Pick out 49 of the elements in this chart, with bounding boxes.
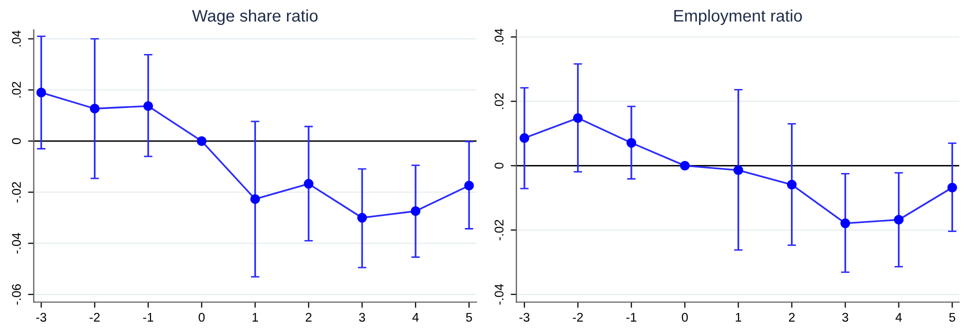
x-tick-label: 0 — [682, 312, 688, 322]
x-tick-label: 0 — [198, 312, 205, 322]
x-tick-label: 1 — [736, 312, 742, 322]
y-tick-label: -.04 — [494, 284, 504, 305]
x-tick-label: 3 — [359, 312, 366, 322]
y-tick-label: -.02 — [494, 220, 504, 240]
y-tick-label: -.04 — [12, 232, 21, 254]
x-tick-label: -1 — [143, 312, 154, 322]
y-tick-label: .04 — [494, 28, 504, 45]
x-tick-label: 4 — [896, 312, 902, 322]
point — [840, 218, 850, 228]
x-tick-label: 4 — [412, 312, 419, 322]
chart-title: Wage share ratio — [192, 9, 318, 26]
point — [464, 180, 474, 190]
point — [36, 88, 46, 98]
point — [626, 138, 636, 148]
point — [520, 133, 530, 143]
point — [680, 160, 690, 171]
chart-title: Employment ratio — [674, 9, 802, 26]
point — [196, 136, 207, 146]
x-tick-label: -2 — [90, 312, 100, 322]
x-tick-label: 1 — [252, 312, 258, 322]
x-tick-label: -2 — [572, 312, 583, 322]
y-tick-label: -.06 — [12, 284, 21, 305]
x-tick-label: -1 — [626, 312, 636, 322]
y-tick-label: .02 — [12, 82, 21, 98]
y-tick-label: -.02 — [12, 182, 21, 202]
y-tick-label: 0 — [12, 138, 21, 144]
point — [733, 165, 744, 176]
point — [410, 206, 420, 216]
point — [357, 212, 367, 223]
x-tick-label: -3 — [519, 312, 530, 322]
point — [304, 178, 314, 189]
x-tick-label: 5 — [949, 312, 956, 322]
point — [143, 101, 154, 111]
point — [894, 214, 904, 225]
point — [250, 194, 260, 204]
point — [786, 180, 797, 190]
y-tick-label: 0 — [494, 162, 504, 169]
x-tick-label: 2 — [788, 312, 795, 322]
x-tick-label: 5 — [466, 312, 472, 322]
point — [573, 113, 583, 123]
y-tick-label: .02 — [494, 93, 504, 109]
x-tick-label: -3 — [36, 312, 46, 322]
y-tick-label: .04 — [12, 30, 21, 46]
point — [947, 182, 958, 192]
point — [90, 104, 100, 114]
x-tick-label: 2 — [306, 312, 312, 322]
x-tick-label: 3 — [842, 312, 848, 322]
